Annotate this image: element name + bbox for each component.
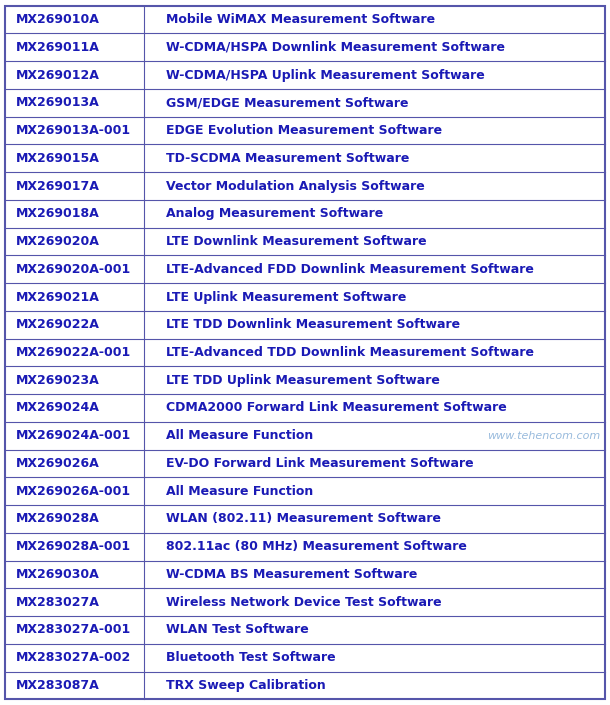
- Text: MX269022A-001: MX269022A-001: [16, 346, 131, 359]
- Text: EDGE Evolution Measurement Software: EDGE Evolution Measurement Software: [167, 124, 442, 137]
- Text: MX269021A: MX269021A: [16, 290, 100, 303]
- Text: MX269022A: MX269022A: [16, 318, 100, 331]
- Text: LTE-Advanced TDD Downlink Measurement Software: LTE-Advanced TDD Downlink Measurement So…: [167, 346, 534, 359]
- Text: W-CDMA/HSPA Uplink Measurement Software: W-CDMA/HSPA Uplink Measurement Software: [167, 68, 485, 82]
- Text: MX269030A: MX269030A: [16, 568, 100, 581]
- Text: Vector Modulation Analysis Software: Vector Modulation Analysis Software: [167, 180, 425, 192]
- Text: TRX Sweep Calibration: TRX Sweep Calibration: [167, 679, 326, 692]
- Text: MX269028A: MX269028A: [16, 513, 100, 525]
- Text: All Measure Function: All Measure Function: [167, 429, 314, 442]
- Text: LTE TDD Uplink Measurement Software: LTE TDD Uplink Measurement Software: [167, 374, 440, 387]
- Text: Bluetooth Test Software: Bluetooth Test Software: [167, 651, 336, 664]
- Text: MX269010A: MX269010A: [16, 13, 100, 26]
- Text: MX283027A-002: MX283027A-002: [16, 651, 131, 664]
- Text: W-CDMA/HSPA Downlink Measurement Software: W-CDMA/HSPA Downlink Measurement Softwar…: [167, 41, 505, 54]
- Text: MX269015A: MX269015A: [16, 152, 100, 165]
- Text: WLAN Test Software: WLAN Test Software: [167, 623, 309, 637]
- Text: LTE Downlink Measurement Software: LTE Downlink Measurement Software: [167, 235, 427, 248]
- Text: TD-SCDMA Measurement Software: TD-SCDMA Measurement Software: [167, 152, 410, 165]
- Text: MX269020A-001: MX269020A-001: [16, 263, 131, 276]
- Text: MX283027A: MX283027A: [16, 596, 100, 608]
- Text: MX269028A-001: MX269028A-001: [16, 540, 131, 553]
- Text: MX269012A: MX269012A: [16, 68, 100, 82]
- Text: LTE TDD Downlink Measurement Software: LTE TDD Downlink Measurement Software: [167, 318, 461, 331]
- Text: MX283027A-001: MX283027A-001: [16, 623, 131, 637]
- Text: MX269018A: MX269018A: [16, 207, 100, 220]
- Text: EV-DO Forward Link Measurement Software: EV-DO Forward Link Measurement Software: [167, 457, 474, 470]
- Text: MX269020A: MX269020A: [16, 235, 100, 248]
- Text: MX269013A-001: MX269013A-001: [16, 124, 131, 137]
- Text: MX269023A: MX269023A: [16, 374, 100, 387]
- Text: MX269026A-001: MX269026A-001: [16, 485, 131, 498]
- Text: 802.11ac (80 MHz) Measurement Software: 802.11ac (80 MHz) Measurement Software: [167, 540, 467, 553]
- Text: MX283087A: MX283087A: [16, 679, 100, 692]
- Text: CDMA2000 Forward Link Measurement Software: CDMA2000 Forward Link Measurement Softwa…: [167, 402, 507, 415]
- Text: MX269024A: MX269024A: [16, 402, 100, 415]
- Text: W-CDMA BS Measurement Software: W-CDMA BS Measurement Software: [167, 568, 418, 581]
- Text: GSM/EDGE Measurement Software: GSM/EDGE Measurement Software: [167, 97, 409, 109]
- Text: WLAN (802.11) Measurement Software: WLAN (802.11) Measurement Software: [167, 513, 441, 525]
- Text: LTE Uplink Measurement Software: LTE Uplink Measurement Software: [167, 290, 407, 303]
- Text: MX269013A: MX269013A: [16, 97, 100, 109]
- Text: MX269024A-001: MX269024A-001: [16, 429, 131, 442]
- Text: MX269017A: MX269017A: [16, 180, 100, 192]
- Text: All Measure Function: All Measure Function: [167, 485, 314, 498]
- Text: LTE-Advanced FDD Downlink Measurement Software: LTE-Advanced FDD Downlink Measurement So…: [167, 263, 534, 276]
- Text: www.tehencom.com: www.tehencom.com: [487, 431, 600, 441]
- Text: Wireless Network Device Test Software: Wireless Network Device Test Software: [167, 596, 442, 608]
- Text: Mobile WiMAX Measurement Software: Mobile WiMAX Measurement Software: [167, 13, 436, 26]
- Text: MX269026A: MX269026A: [16, 457, 100, 470]
- Text: MX269011A: MX269011A: [16, 41, 100, 54]
- Text: Analog Measurement Software: Analog Measurement Software: [167, 207, 384, 220]
